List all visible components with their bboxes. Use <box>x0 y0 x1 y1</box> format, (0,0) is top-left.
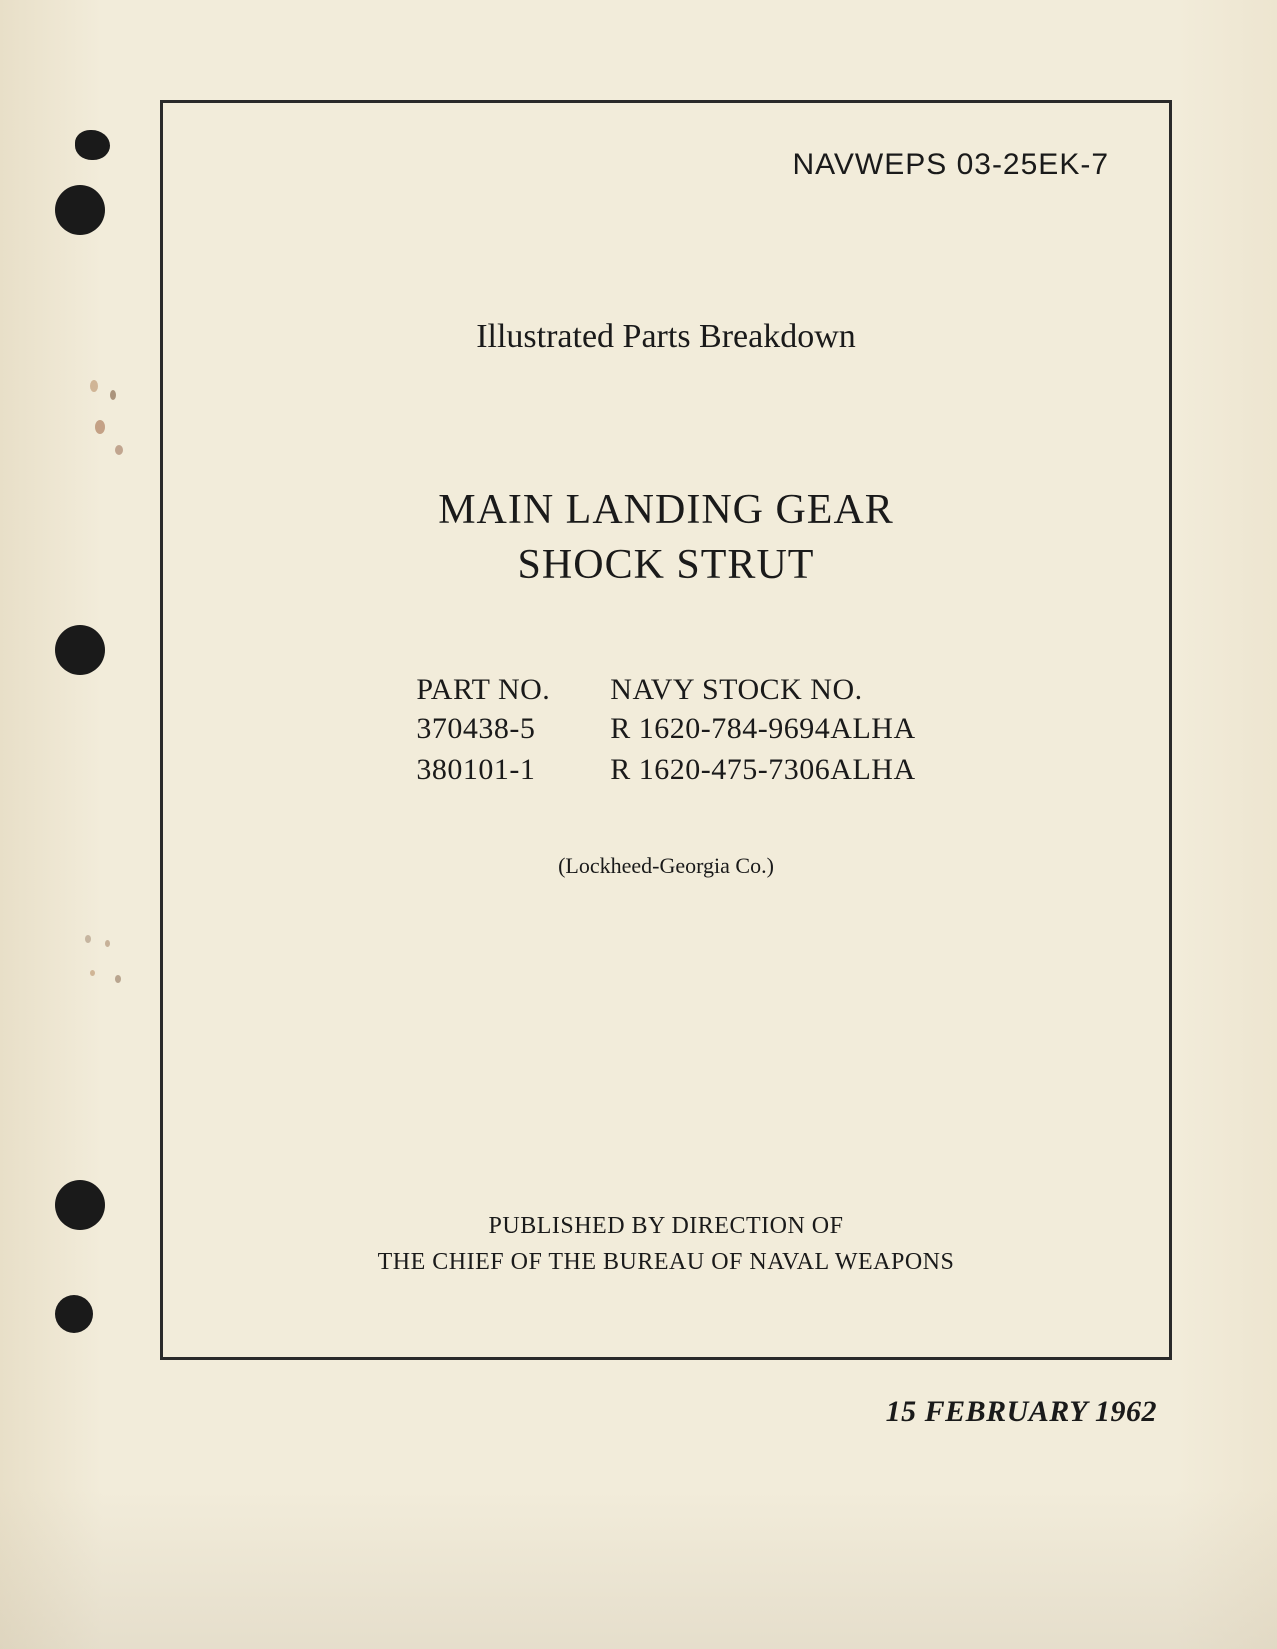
document-number: NAVWEPS 03-25EK-7 <box>792 148 1109 182</box>
document-date: 15 FEBRUARY 1962 <box>886 1395 1157 1429</box>
part-number-value-2: 380101-1 <box>416 750 550 791</box>
parts-section: PART NO. 370438-5 380101-1 NAVY STOCK NO… <box>163 673 1169 790</box>
part-number-label: PART NO. <box>416 673 550 707</box>
stock-number-value-1: R 1620-784-9694ALHA <box>610 709 915 750</box>
paper-stain-icon <box>95 420 105 434</box>
binder-hole-icon <box>55 185 105 235</box>
paper-stain-icon <box>85 935 91 943</box>
binder-hole-icon <box>75 130 110 160</box>
document-page: NAVWEPS 03-25EK-7 Illustrated Parts Brea… <box>0 0 1277 1649</box>
binder-hole-icon <box>55 1295 93 1333</box>
part-number-column: PART NO. 370438-5 380101-1 <box>416 673 550 790</box>
manufacturer-label: (Lockheed-Georgia Co.) <box>163 853 1169 879</box>
paper-stain-icon <box>115 975 121 983</box>
publisher-line-1: PUBLISHED BY DIRECTION OF <box>489 1213 844 1239</box>
stock-number-column: NAVY STOCK NO. R 1620-784-9694ALHA R 162… <box>610 673 915 790</box>
stock-number-label: NAVY STOCK NO. <box>610 673 915 707</box>
publisher-section: PUBLISHED BY DIRECTION OF THE CHIEF OF T… <box>163 1208 1169 1280</box>
document-subtitle: Illustrated Parts Breakdown <box>163 318 1169 356</box>
page-shadow-icon <box>0 1489 1277 1649</box>
title-line-2: SHOCK STRUT <box>518 542 815 588</box>
paper-stain-icon <box>115 445 123 455</box>
publisher-line-2: THE CHIEF OF THE BUREAU OF NAVAL WEAPONS <box>378 1249 955 1275</box>
title-line-1: MAIN LANDING GEAR <box>438 487 894 533</box>
document-main-title: MAIN LANDING GEAR SHOCK STRUT <box>163 483 1169 592</box>
stock-number-value-2: R 1620-475-7306ALHA <box>610 750 915 791</box>
paper-stain-icon <box>90 380 98 392</box>
paper-stain-icon <box>105 940 110 947</box>
paper-stain-icon <box>110 390 116 400</box>
binder-hole-icon <box>55 1180 105 1230</box>
binder-hole-icon <box>55 625 105 675</box>
part-number-value-1: 370438-5 <box>416 709 550 750</box>
paper-stain-icon <box>90 970 95 976</box>
document-frame: NAVWEPS 03-25EK-7 Illustrated Parts Brea… <box>160 100 1172 1360</box>
